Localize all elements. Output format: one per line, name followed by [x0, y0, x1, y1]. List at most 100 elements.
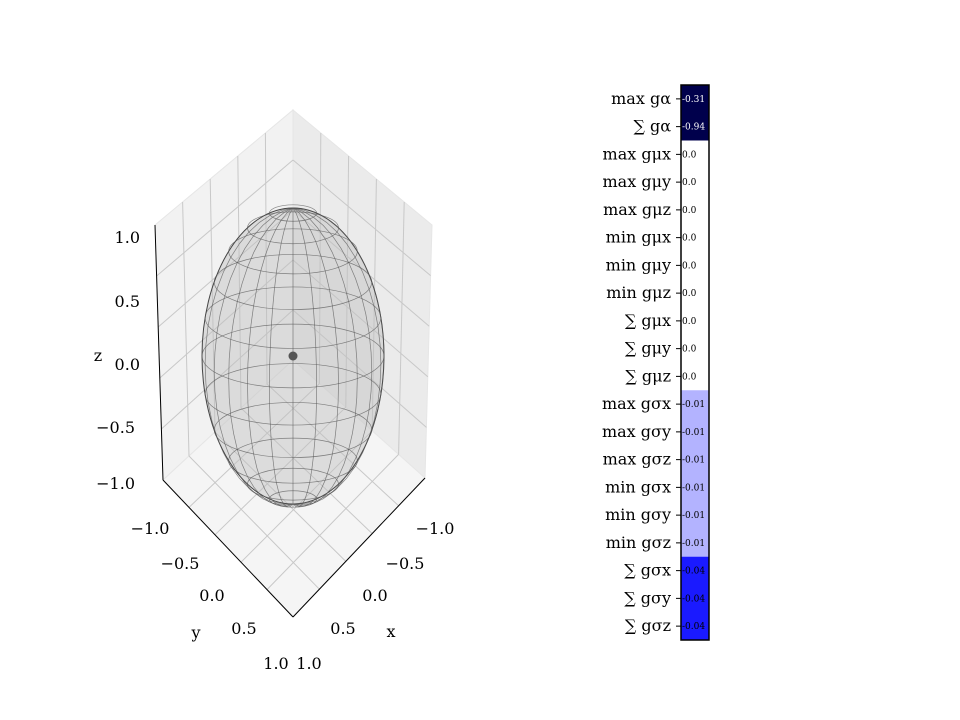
- heatmap-cell: [681, 223, 709, 252]
- cell-value-label: 0.0: [682, 150, 697, 160]
- meridian-line: [292, 207, 317, 508]
- heatmap-cell: [681, 529, 709, 558]
- grid-line: [292, 259, 429, 378]
- z-tick-label: −1.0: [96, 474, 135, 493]
- row-label: min gσy: [605, 505, 671, 524]
- heatmap-cell: [681, 418, 709, 447]
- meridian-line: [269, 207, 294, 508]
- y-tick-label: 0.0: [199, 586, 224, 605]
- grid-line: [318, 132, 322, 384]
- cell-value-label: 0.0: [682, 206, 697, 216]
- row-label: min gμx: [606, 228, 671, 247]
- grid-line: [266, 454, 399, 590]
- grid-line: [371, 178, 377, 431]
- heatmap-frame: [680, 84, 710, 641]
- heatmap-cell: [681, 334, 709, 363]
- heatmap-cell: [681, 556, 709, 585]
- meridian-line: [292, 207, 358, 507]
- meridian-line: [292, 207, 339, 507]
- heatmap-cell: [681, 473, 709, 502]
- row-label: ∑ gσy: [624, 588, 671, 607]
- grid-line: [292, 159, 431, 276]
- cell-value-label: -0.01: [682, 456, 705, 466]
- grid-line: [188, 455, 320, 590]
- z-tick-label: 0.0: [115, 355, 140, 374]
- y-tick-label: 1.0: [263, 654, 288, 673]
- cell-value-label: -0.04: [682, 567, 705, 577]
- heatmap-cell: [681, 307, 709, 336]
- row-label: max gσy: [602, 422, 671, 441]
- row-label: ∑ gσz: [625, 616, 671, 635]
- z-tick-label: −0.5: [96, 418, 135, 437]
- grid-line: [240, 430, 373, 563]
- cell-value-label: 0.0: [682, 234, 697, 244]
- z-axis-line: [154, 224, 164, 481]
- cell-value-label: 0.0: [682, 372, 697, 382]
- grid-line: [240, 407, 373, 534]
- heatmap-cell: [681, 279, 709, 308]
- heatmap-cell: [681, 85, 709, 114]
- heatmap-cell: [681, 445, 709, 474]
- x-tick-label: −1.0: [416, 519, 455, 538]
- row-label: ∑ gσx: [624, 561, 671, 580]
- row-label: min gσx: [605, 477, 671, 496]
- cell-value-label: 0.0: [682, 178, 697, 188]
- meridian-line: [228, 207, 294, 507]
- x-axis-label: x: [386, 622, 395, 641]
- y-tick-label: −1.0: [131, 519, 170, 538]
- y-tick-label: 0.5: [231, 619, 256, 638]
- heatmap-cell: [681, 251, 709, 280]
- cell-value-label: -0.01: [682, 428, 705, 438]
- heatmap-cell: [681, 612, 709, 641]
- row-label: min gσz: [606, 533, 671, 552]
- row-label: ∑ gμy: [625, 339, 671, 358]
- cell-value-label: 0.0: [682, 261, 697, 271]
- row-label: max gα: [611, 89, 671, 108]
- grid-line: [237, 155, 242, 409]
- center-point: [288, 351, 298, 361]
- y-tick-label: −0.5: [161, 554, 200, 573]
- heatmap-cell: [681, 362, 709, 391]
- meridian-line: [213, 207, 294, 506]
- grid-line: [266, 383, 399, 507]
- row-label: min gμy: [606, 255, 671, 274]
- grid-line: [156, 159, 294, 277]
- grid-line: [345, 155, 350, 408]
- cell-value-label: -0.04: [682, 594, 705, 604]
- grid-line: [209, 178, 216, 433]
- cell-value-label: -0.31: [682, 95, 705, 105]
- x-tick-label: −0.5: [386, 554, 425, 573]
- grid-line: [182, 201, 190, 457]
- heatmap-cell: [681, 501, 709, 530]
- row-label: max gμz: [603, 200, 671, 219]
- meridian-line: [292, 207, 382, 505]
- y-axis-line: [162, 479, 294, 618]
- cell-value-label: -0.04: [682, 622, 705, 632]
- cell-value-label: 0.0: [682, 345, 697, 355]
- cell-value-label: -0.01: [682, 539, 705, 549]
- z-axis-label: z: [94, 346, 102, 365]
- row-label: ∑ gμz: [625, 366, 671, 385]
- grid-line: [398, 201, 405, 455]
- grid-line: [188, 383, 320, 508]
- grid-line: [159, 259, 294, 379]
- x-tick-label: 0.5: [330, 619, 355, 638]
- grid-line: [264, 132, 268, 385]
- heatmap-cell: [681, 584, 709, 613]
- cell-value-label: -0.01: [682, 400, 705, 410]
- cell-value-label: -0.01: [682, 483, 705, 493]
- heatmap-cell: [681, 112, 709, 141]
- grid-line: [214, 406, 347, 536]
- row-label: ∑ gα: [633, 117, 671, 136]
- x-tick-label: 0.0: [362, 586, 387, 605]
- meridian-line: [292, 207, 385, 505]
- row-label: max gσx: [602, 394, 671, 413]
- row-label: max gσz: [603, 450, 671, 469]
- meridian-line: [292, 207, 373, 506]
- heatmap-cell: [681, 196, 709, 225]
- heatmap-cell: [681, 168, 709, 197]
- row-label: ∑ gμx: [625, 311, 671, 330]
